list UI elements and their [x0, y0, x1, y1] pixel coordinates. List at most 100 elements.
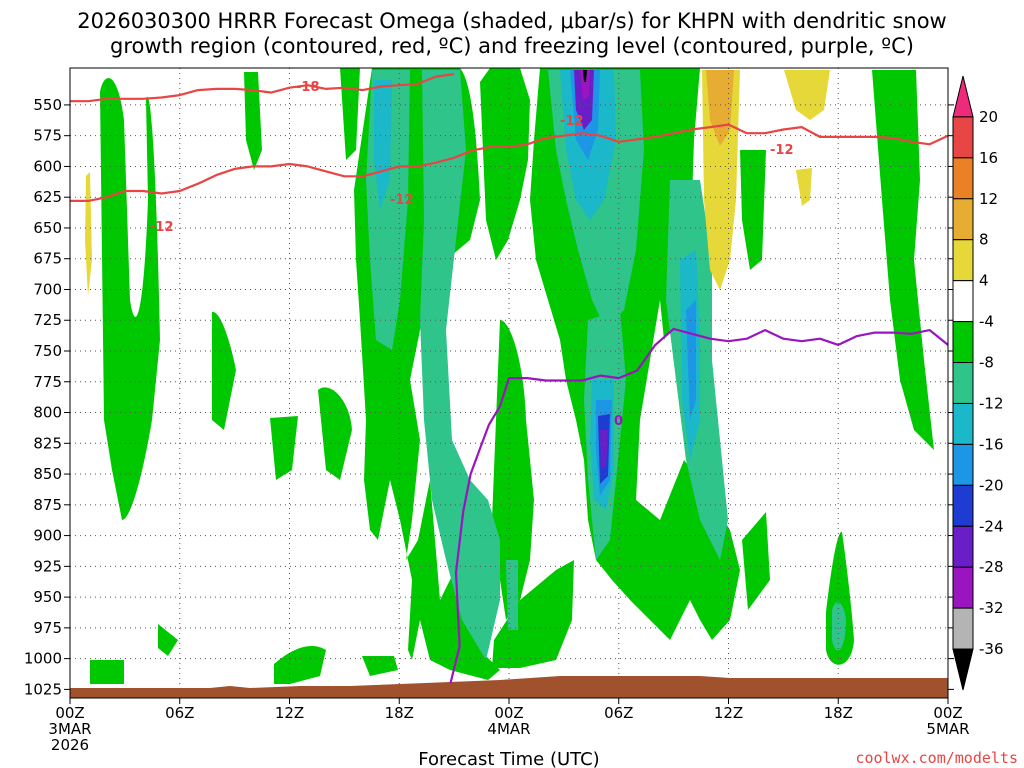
- colorbar-label: -16: [979, 435, 1004, 453]
- colorbar-label: -4: [979, 313, 994, 331]
- y-tick-label: 700: [33, 280, 62, 298]
- colorbar-segment: [952, 525, 974, 568]
- contour-label-minus12: -12: [390, 193, 414, 208]
- colorbar-segment: [952, 321, 974, 364]
- x-tick-label: 12Z: [714, 704, 743, 722]
- y-tick-label: 900: [33, 527, 62, 545]
- colorbar-label: 8: [979, 231, 989, 249]
- y-tick-label: 825: [33, 434, 62, 452]
- colorbar-label: 12: [979, 190, 998, 208]
- omega-region-pos4: [796, 168, 812, 206]
- omega-region-neg8: [506, 560, 518, 630]
- omega-region-pos4: [784, 70, 830, 120]
- omega-shading: [85, 68, 934, 684]
- contour-line: [70, 73, 455, 103]
- colorbar-label: -32: [979, 599, 1004, 617]
- contour-line: [70, 123, 949, 202]
- watermark: coolwx.com/modelts: [855, 749, 1018, 767]
- colorbar-label: 16: [979, 149, 998, 167]
- y-tick-label: 1025: [24, 680, 62, 698]
- y-tick-label: 850: [33, 465, 62, 483]
- omega-region-neg4: [480, 68, 530, 260]
- y-tick-label: 975: [33, 619, 62, 637]
- y-tick-label: 750: [33, 342, 62, 360]
- x-tick-label: 06Z: [604, 704, 633, 722]
- colorbar-segment: [952, 402, 974, 445]
- omega-region-neg4: [270, 416, 298, 480]
- colorbar-segment: [952, 607, 974, 650]
- omega-region-neg4: [274, 645, 326, 684]
- omega-region-neg4: [212, 311, 236, 430]
- colorbar-label: -8: [979, 354, 994, 372]
- contour-label-minus12: -12: [560, 114, 584, 129]
- omega-region-pos4: [85, 172, 92, 296]
- colorbar-label: -28: [979, 558, 1004, 576]
- omega-region-neg4: [318, 387, 352, 480]
- contour-label-minus18: -18: [296, 80, 320, 95]
- omega-region-neg32: [580, 70, 590, 100]
- omega-region-neg4: [90, 660, 124, 684]
- omega-region-neg4: [100, 77, 160, 521]
- colorbar-segment: [952, 157, 974, 200]
- x-tick-date-label: 5MAR: [926, 720, 969, 738]
- omega-region-neg8: [832, 602, 846, 651]
- omega-region-neg4: [742, 512, 770, 610]
- colorbar-label: 20: [979, 108, 998, 126]
- omega-region-neg4: [492, 560, 574, 668]
- colorbar-segment: [952, 362, 974, 404]
- x-tick-date-label: 4MAR: [487, 720, 530, 738]
- colorbar-segment: [952, 239, 974, 282]
- chart-title-line-1: 2026030300 HRRR Forecast Omega (shaded, …: [77, 9, 946, 33]
- omega-region-neg4: [340, 68, 360, 160]
- colorbar-label: -24: [979, 517, 1004, 535]
- contour-label-minus12: -12: [150, 220, 174, 235]
- y-tick-label: 925: [33, 557, 62, 575]
- y-tick-label: 600: [33, 157, 62, 175]
- colorbar-label: 4: [979, 272, 989, 290]
- omega-region-neg24: [600, 430, 608, 470]
- x-tick-label: 06Z: [165, 704, 194, 722]
- x-tick-date-label: 3MAR: [48, 720, 91, 738]
- colorbar-segment: [952, 116, 974, 159]
- y-tick-label: 650: [33, 219, 62, 237]
- colorbar-triangle-top: [952, 75, 974, 118]
- y-tick-label: 725: [33, 311, 62, 329]
- contour-lines: [70, 73, 949, 684]
- y-tick-label: 575: [33, 127, 62, 145]
- x-axis-title: Forecast Time (UTC): [418, 749, 599, 768]
- y-tick-label: 875: [33, 496, 62, 514]
- x-tick-label: 18Z: [824, 704, 853, 722]
- colorbar: 20 16 12 8 4 -4 -8 -12 -16 -20 -24 -28 -32 -36: [952, 75, 1004, 691]
- colorbar-label: -20: [979, 476, 1004, 494]
- y-tick-label: 950: [33, 588, 62, 606]
- x-tick-label: 12Z: [275, 704, 304, 722]
- y-tick-label: 800: [33, 404, 62, 422]
- y-tick-label: 675: [33, 250, 62, 268]
- terrain-surface: [70, 676, 948, 698]
- omega-region-neg4: [740, 150, 766, 270]
- colorbar-triangle-bottom: [952, 648, 974, 691]
- colorbar-segment: [952, 484, 974, 527]
- omega-region-neg4: [872, 70, 934, 450]
- chart-title-line-2: growth region (contoured, red, ºC) and f…: [110, 34, 914, 58]
- colorbar-segment: [952, 566, 974, 609]
- omega-region-neg12: [374, 80, 392, 210]
- omega-region-neg4: [362, 656, 398, 676]
- x-tick-year-label: 2026: [51, 736, 89, 754]
- colorbar-label: -36: [979, 640, 1004, 658]
- omega-region-neg8: [420, 70, 500, 660]
- y-axis: 550 575 600 625 650 675 700 725 750 775 800 825 850 8…: [24, 96, 954, 698]
- contour-label-zero: 0: [614, 414, 623, 429]
- contour-line: [449, 327, 949, 684]
- x-tick-label: 00Z: [494, 704, 523, 722]
- omega-region-neg16: [686, 300, 696, 420]
- y-tick-label: 625: [33, 188, 62, 206]
- omega-region-neg36: [583, 70, 587, 82]
- y-tick-label: 1000: [24, 650, 62, 668]
- y-tick-label: 775: [33, 373, 62, 391]
- contour-labels: -18 -12 -12 -12 -12 0: [150, 80, 794, 429]
- omega-region-neg4: [244, 72, 262, 170]
- colorbar-label: -12: [979, 394, 1004, 412]
